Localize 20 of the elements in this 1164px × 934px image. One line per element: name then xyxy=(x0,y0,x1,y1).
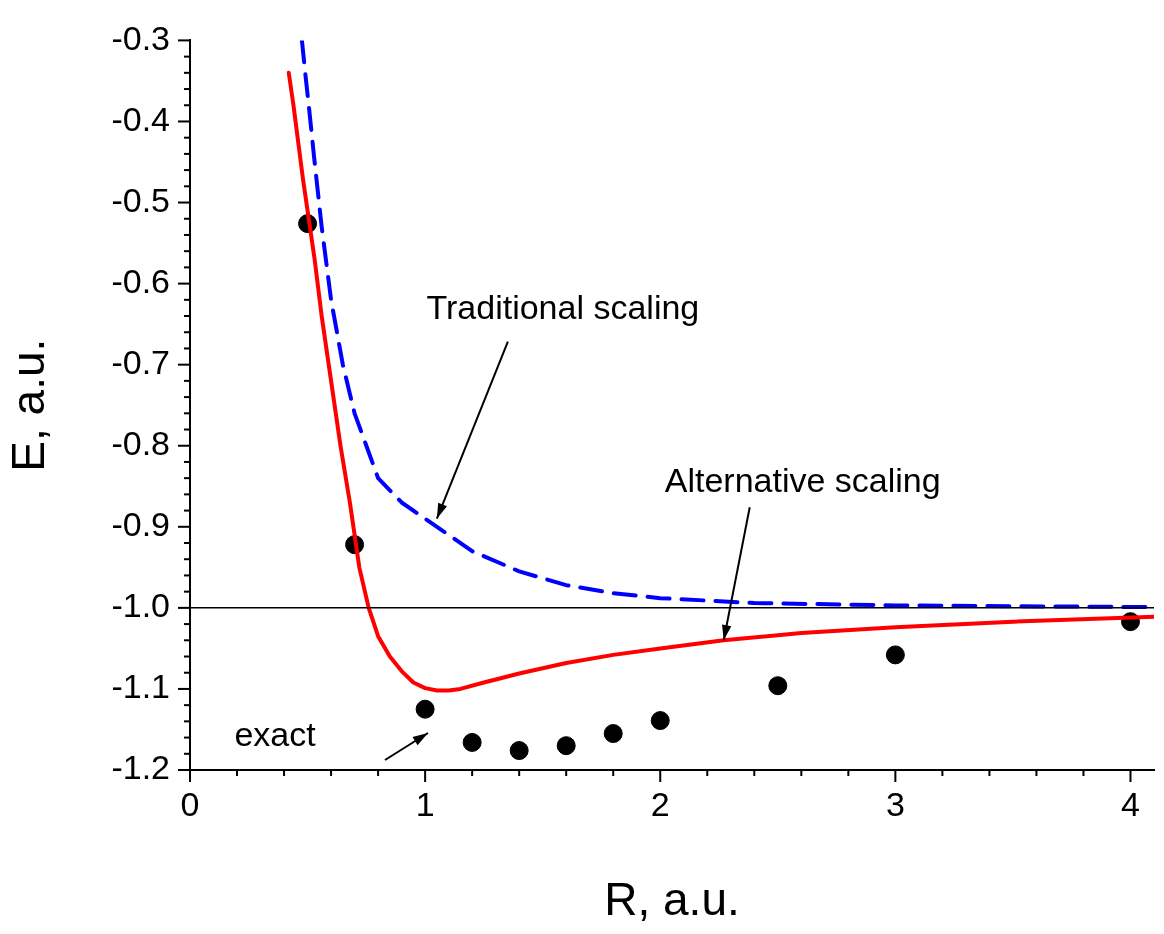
annotation: Alternative scaling xyxy=(664,460,941,499)
y-axis-title: E, a.u. xyxy=(2,338,55,472)
y-tick-label: -1.2 xyxy=(111,748,170,787)
y-tick-label: -0.9 xyxy=(111,505,170,544)
x-tick-label: 3 xyxy=(885,784,905,823)
y-tick-label: -1.1 xyxy=(111,667,170,706)
y-tick-label: -0.5 xyxy=(111,180,170,219)
annotation: Traditional scaling xyxy=(426,288,700,327)
x-tick-label: 2 xyxy=(650,784,670,823)
y-tick-label: -1.0 xyxy=(111,586,170,625)
x-tick-label: 1 xyxy=(415,784,435,823)
y-tick-label: -0.8 xyxy=(111,424,170,463)
y-tick-label: -0.6 xyxy=(111,261,170,300)
y-tick-label: -0.7 xyxy=(111,343,170,382)
x-tick-label: 4 xyxy=(1121,784,1140,823)
annotation: exact xyxy=(234,715,317,754)
x-axis-title: R, a.u. xyxy=(604,873,740,926)
x-tick-label: 0 xyxy=(180,784,200,823)
y-tick-label: -0.3 xyxy=(111,18,170,57)
y-tick-label: -0.4 xyxy=(111,99,170,138)
